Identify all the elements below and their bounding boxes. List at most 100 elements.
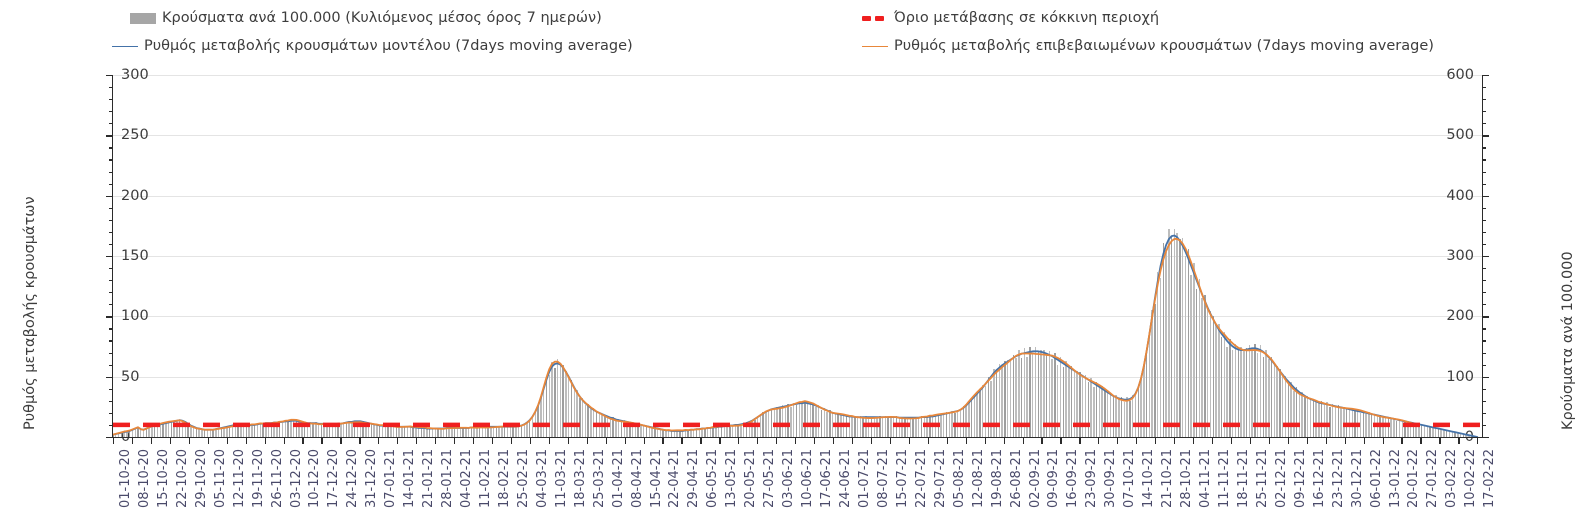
case-bar — [993, 369, 995, 437]
case-bar — [1273, 363, 1276, 437]
case-bar — [262, 423, 264, 437]
x-tick — [1230, 437, 1233, 444]
case-bar — [198, 428, 200, 437]
legend-item-confirmed-rate[interactable]: Ρυθμός μεταβολής επιβεβαιωμένων κρουσμάτ… — [862, 38, 1434, 54]
case-bar — [890, 415, 892, 437]
case-bar — [1245, 348, 1248, 437]
y-minor-tick-right — [1482, 219, 1486, 221]
case-bar — [484, 426, 487, 437]
x-tick — [1439, 437, 1441, 444]
x-tick-label: 30-09-21 — [1103, 449, 1119, 509]
case-bar — [1412, 422, 1415, 437]
x-tick — [605, 437, 607, 444]
case-bar — [1279, 369, 1281, 437]
case-bar — [1320, 401, 1323, 437]
x-tick — [188, 437, 190, 444]
y-tick-label-left: 100 — [1446, 368, 1474, 385]
x-tick-label: 22-10-20 — [174, 449, 190, 509]
x-tick — [870, 437, 873, 444]
case-bar — [640, 424, 642, 437]
case-bar — [662, 429, 664, 437]
x-tick — [1155, 437, 1157, 444]
case-bar — [1226, 347, 1228, 437]
case-bar — [1198, 279, 1201, 437]
case-bar — [1098, 388, 1101, 437]
case-bar — [656, 428, 659, 437]
case-bar — [284, 420, 286, 437]
case-bar — [126, 431, 128, 437]
y-minor-tick-left — [109, 231, 113, 234]
case-bar — [709, 427, 712, 437]
case-bar — [573, 387, 575, 437]
case-bar — [590, 409, 592, 437]
case-bar — [1426, 426, 1428, 437]
case-bar — [1312, 399, 1315, 437]
x-tick-label: 01-07-21 — [856, 449, 872, 509]
legend-item-model-rate[interactable]: Ρυθμός μεταβολής κρουσμάτων μοντέλου (7d… — [112, 38, 633, 54]
chart-legend: Κρούσματα ανά 100.000 (Κυλιόμενος μέσος … — [0, 0, 1589, 62]
case-bar — [1257, 353, 1259, 437]
case-bar — [470, 427, 473, 437]
x-tick — [1306, 437, 1308, 444]
case-bar — [140, 428, 142, 437]
case-bar — [1223, 331, 1226, 437]
case-bar — [167, 422, 170, 437]
case-bar — [948, 413, 951, 437]
case-bar — [617, 419, 620, 437]
case-bar — [1398, 419, 1401, 437]
y-minor-tick-right — [1482, 388, 1486, 390]
y-tick-right — [1482, 135, 1489, 137]
case-bar — [370, 423, 373, 437]
case-bar — [737, 424, 739, 437]
x-tick — [207, 437, 209, 444]
x-tick — [1041, 437, 1043, 444]
case-bar — [665, 430, 667, 437]
case-bar — [620, 421, 623, 437]
case-bar — [1315, 400, 1317, 437]
case-bar — [1307, 396, 1309, 437]
case-bar — [367, 422, 370, 437]
legend-label-threshold: Όριο μετάβασης σε κόκκινη περιοχή — [894, 10, 1160, 26]
case-bar — [1362, 410, 1365, 437]
case-bar — [1043, 350, 1045, 437]
case-bar — [759, 416, 762, 437]
case-bar — [1409, 422, 1412, 437]
x-tick-label: 03-02-22 — [1444, 449, 1460, 509]
case-bar — [1365, 414, 1367, 437]
case-bar — [176, 419, 178, 437]
case-bar — [731, 425, 734, 437]
case-bar — [968, 401, 970, 437]
legend-item-cases-bars[interactable]: Κρούσματα ανά 100.000 (Κυλιόμενος μέσος … — [130, 10, 602, 26]
case-bar — [253, 424, 256, 437]
case-bar — [251, 425, 253, 437]
case-bar — [587, 403, 589, 437]
case-bar — [1218, 324, 1220, 437]
case-bar — [359, 421, 361, 437]
case-bar — [987, 376, 989, 437]
case-bar — [1254, 343, 1256, 437]
y-minor-tick-right — [1482, 243, 1486, 246]
y-minor-tick-left — [109, 328, 113, 330]
case-bar — [979, 390, 981, 437]
case-bar — [626, 422, 628, 437]
case-bar — [918, 418, 920, 437]
y-minor-tick-right — [1482, 111, 1486, 113]
case-bar — [306, 423, 309, 437]
case-bar — [940, 414, 942, 437]
x-tick — [1477, 437, 1479, 444]
x-tick — [1193, 437, 1195, 444]
case-bar — [551, 362, 553, 437]
x-tick — [548, 437, 550, 444]
case-bar — [267, 422, 270, 437]
case-bar — [1323, 405, 1326, 437]
case-bar — [545, 376, 548, 437]
x-tick-label: 02-12-21 — [1273, 449, 1289, 509]
x-tick — [927, 437, 929, 444]
legend-item-threshold[interactable]: Όριο μετάβασης σε κόκκινη περιοχή — [862, 10, 1159, 26]
x-tick — [757, 437, 759, 444]
case-bar — [426, 428, 428, 437]
case-bar — [1168, 229, 1170, 437]
case-bar — [770, 408, 773, 437]
case-bar — [745, 422, 748, 437]
y-tick-label-left: 300 — [1446, 248, 1474, 264]
